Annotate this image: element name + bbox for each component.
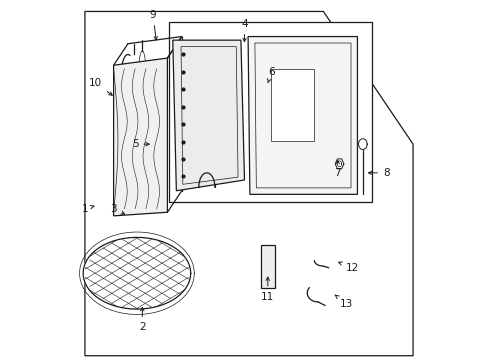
Text: 3: 3 <box>110 204 124 214</box>
Text: 4: 4 <box>241 19 247 42</box>
Polygon shape <box>113 58 167 216</box>
Polygon shape <box>172 40 244 191</box>
Bar <box>169 22 371 202</box>
Text: 2: 2 <box>139 307 145 332</box>
Text: 10: 10 <box>89 78 112 95</box>
Text: 6: 6 <box>267 67 274 83</box>
Text: 5: 5 <box>132 139 149 149</box>
Polygon shape <box>83 237 190 309</box>
Text: 8: 8 <box>368 168 388 178</box>
Text: 1: 1 <box>81 204 94 214</box>
Text: 7: 7 <box>334 161 340 178</box>
Polygon shape <box>358 139 366 149</box>
Polygon shape <box>247 37 357 194</box>
Text: 12: 12 <box>338 262 358 273</box>
Polygon shape <box>260 244 274 288</box>
Bar <box>271 69 314 140</box>
Text: 11: 11 <box>261 277 274 302</box>
Text: 9: 9 <box>149 10 157 40</box>
Polygon shape <box>335 159 343 169</box>
Text: 13: 13 <box>334 295 353 309</box>
